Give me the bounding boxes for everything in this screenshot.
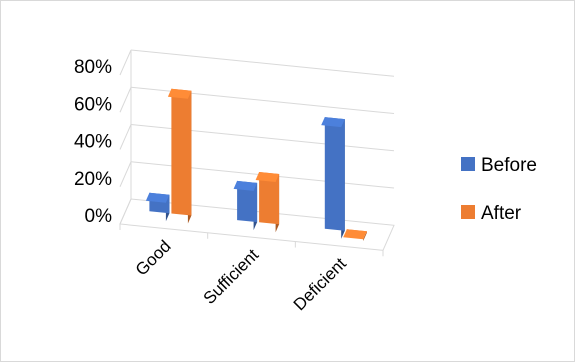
legend-swatch [461,205,475,219]
legend-label: After [481,203,522,224]
side-gridline [119,87,132,113]
bar-top [321,117,345,128]
y-tick-label: 20% [74,169,112,190]
gridline [130,49,395,77]
bar-top [145,192,170,203]
bar-top [343,229,367,240]
legend-swatch [461,157,475,171]
bar-top [255,172,280,182]
bar-after-good [167,88,192,224]
bar-before-deficient [321,117,345,239]
y-tick-label: 40% [74,132,112,153]
bar-front [259,172,280,225]
legend-item-after: After [461,203,522,224]
legend: Before After [461,155,537,224]
gridlines [119,49,395,189]
bar-front [324,117,345,231]
legend-item-before: Before [461,155,537,176]
x-category-label: Good [132,237,175,280]
bar-before-good [145,192,170,222]
bar-after-deficient [343,229,367,241]
y-tick-label: 80% [74,57,112,78]
x-axis-category-labels: Good Sufficient Deficient [132,237,350,315]
bar-front [171,88,192,216]
gridline [130,124,395,152]
bars [145,88,367,241]
side-gridline [119,161,132,187]
bar-top [233,180,258,191]
chart-walls [119,50,395,257]
legend-label: Before [481,155,537,176]
y-tick-label: 0% [85,206,113,227]
bar-top [167,88,192,99]
side-gridline [119,124,132,150]
bar-after-sufficient [255,172,280,233]
x-category-label: Sufficient [200,245,263,308]
bar-side [363,231,367,241]
side-gridline [119,49,132,76]
bar-front [237,180,258,223]
bar-before-sufficient [233,180,258,231]
y-axis-tick-labels: 0% 20% 40% 60% 80% [74,57,112,227]
x-category-label: Deficient [290,254,350,314]
y-tick-label: 60% [74,94,112,115]
